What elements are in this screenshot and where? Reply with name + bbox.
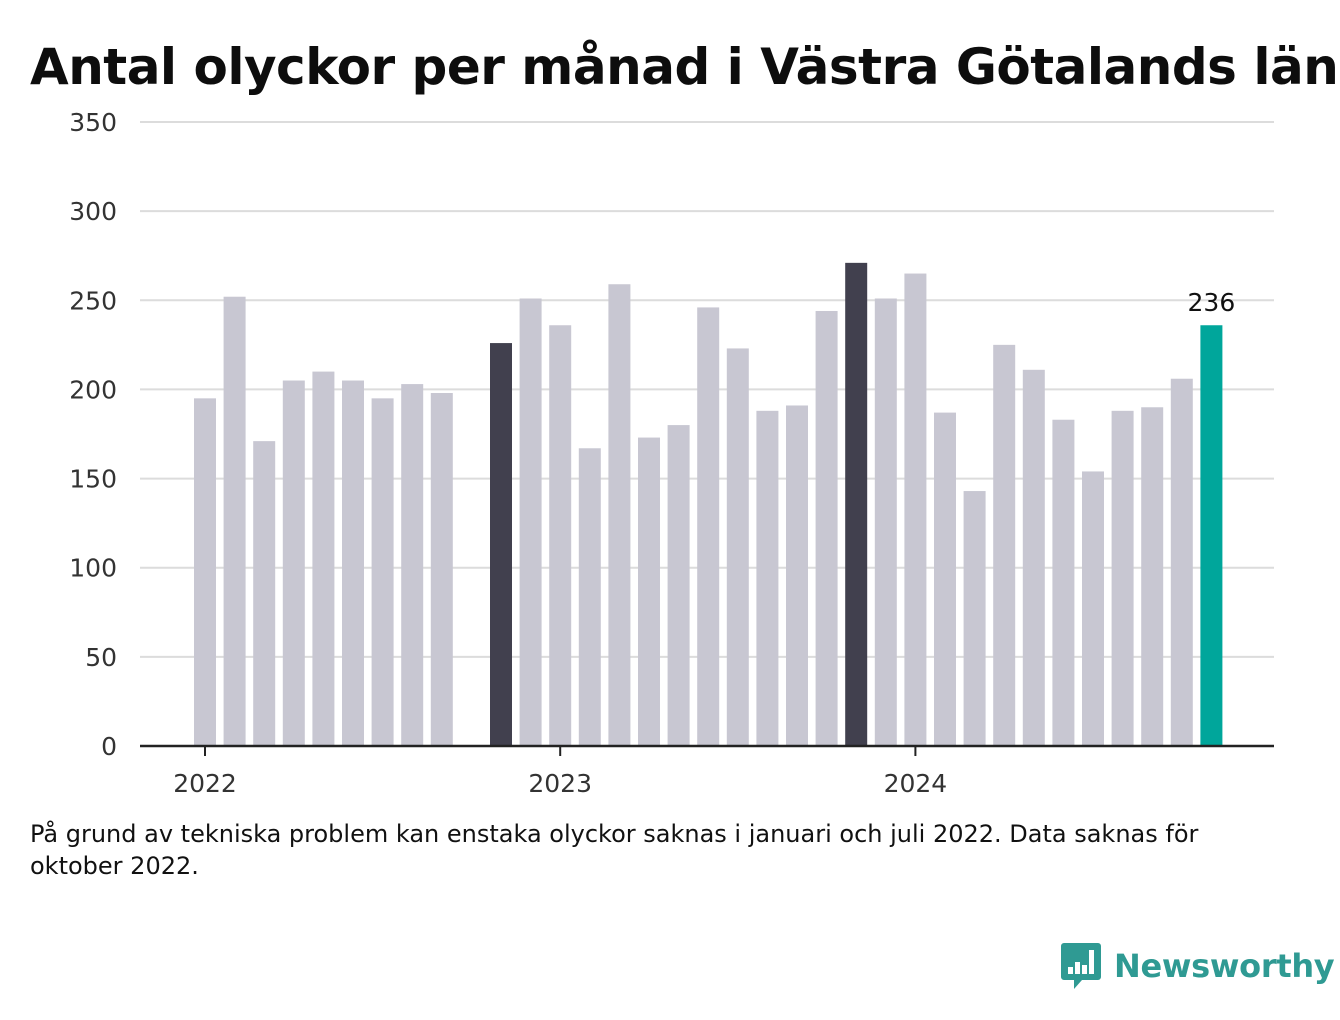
bar [578, 448, 601, 746]
x-tick-label: 2023 [528, 769, 592, 798]
x-axis-ticks: 2022 2023 2024 [173, 746, 947, 798]
y-tick-label: 300 [69, 197, 117, 226]
y-tick-label: 150 [69, 465, 117, 494]
bar [194, 398, 216, 746]
bar [1200, 325, 1223, 746]
bar [874, 298, 897, 746]
brand-name: Newsworthy [1114, 947, 1335, 985]
x-tick-label: 2024 [884, 769, 948, 798]
bar [963, 491, 986, 746]
bar [282, 380, 305, 746]
y-tick-label: 50 [85, 643, 117, 672]
bar [371, 398, 394, 746]
bar [756, 410, 779, 746]
y-axis-ticks: 0 50 100 150 200 250 300 350 [69, 108, 117, 761]
bar [430, 392, 453, 746]
bar [490, 343, 512, 746]
bars [194, 262, 1223, 746]
y-tick-label: 350 [69, 108, 117, 137]
bar [904, 273, 927, 746]
bar [993, 344, 1016, 746]
chart-title: Antal olyckor per månad i Västra Götalan… [30, 38, 1339, 96]
bar [401, 384, 424, 746]
bar [519, 298, 542, 746]
bar [667, 425, 690, 746]
bar [1111, 410, 1134, 746]
bar-chart: 0 50 100 150 200 250 300 350 2022 2023 2024 236 [69, 108, 1274, 798]
y-tick-label: 0 [101, 732, 117, 761]
newsworthy-logo-icon [1061, 943, 1101, 989]
bar [608, 284, 631, 746]
brand-logo[interactable]: Newsworthy [1060, 940, 1335, 992]
bar [1141, 407, 1164, 746]
bar [549, 325, 572, 746]
bar [786, 405, 808, 746]
bar [312, 371, 335, 746]
bar [815, 310, 838, 746]
data-labels: 236 [1188, 288, 1236, 317]
bar [342, 380, 364, 746]
y-tick-label: 250 [69, 286, 117, 315]
bar [697, 307, 720, 746]
bar [223, 296, 246, 746]
bar [1170, 378, 1193, 746]
bar [726, 348, 749, 746]
bar [1052, 419, 1075, 746]
bar [1022, 369, 1045, 746]
footnote: På grund av tekniska problem kan enstaka… [30, 820, 1199, 880]
bar [845, 262, 868, 746]
bar [1082, 471, 1104, 746]
data-label: 236 [1188, 288, 1236, 317]
y-tick-label: 200 [69, 375, 117, 404]
bar [638, 437, 660, 746]
bar [934, 412, 956, 746]
y-tick-label: 100 [69, 554, 117, 583]
x-tick-label: 2022 [173, 769, 237, 798]
bar [253, 441, 276, 746]
